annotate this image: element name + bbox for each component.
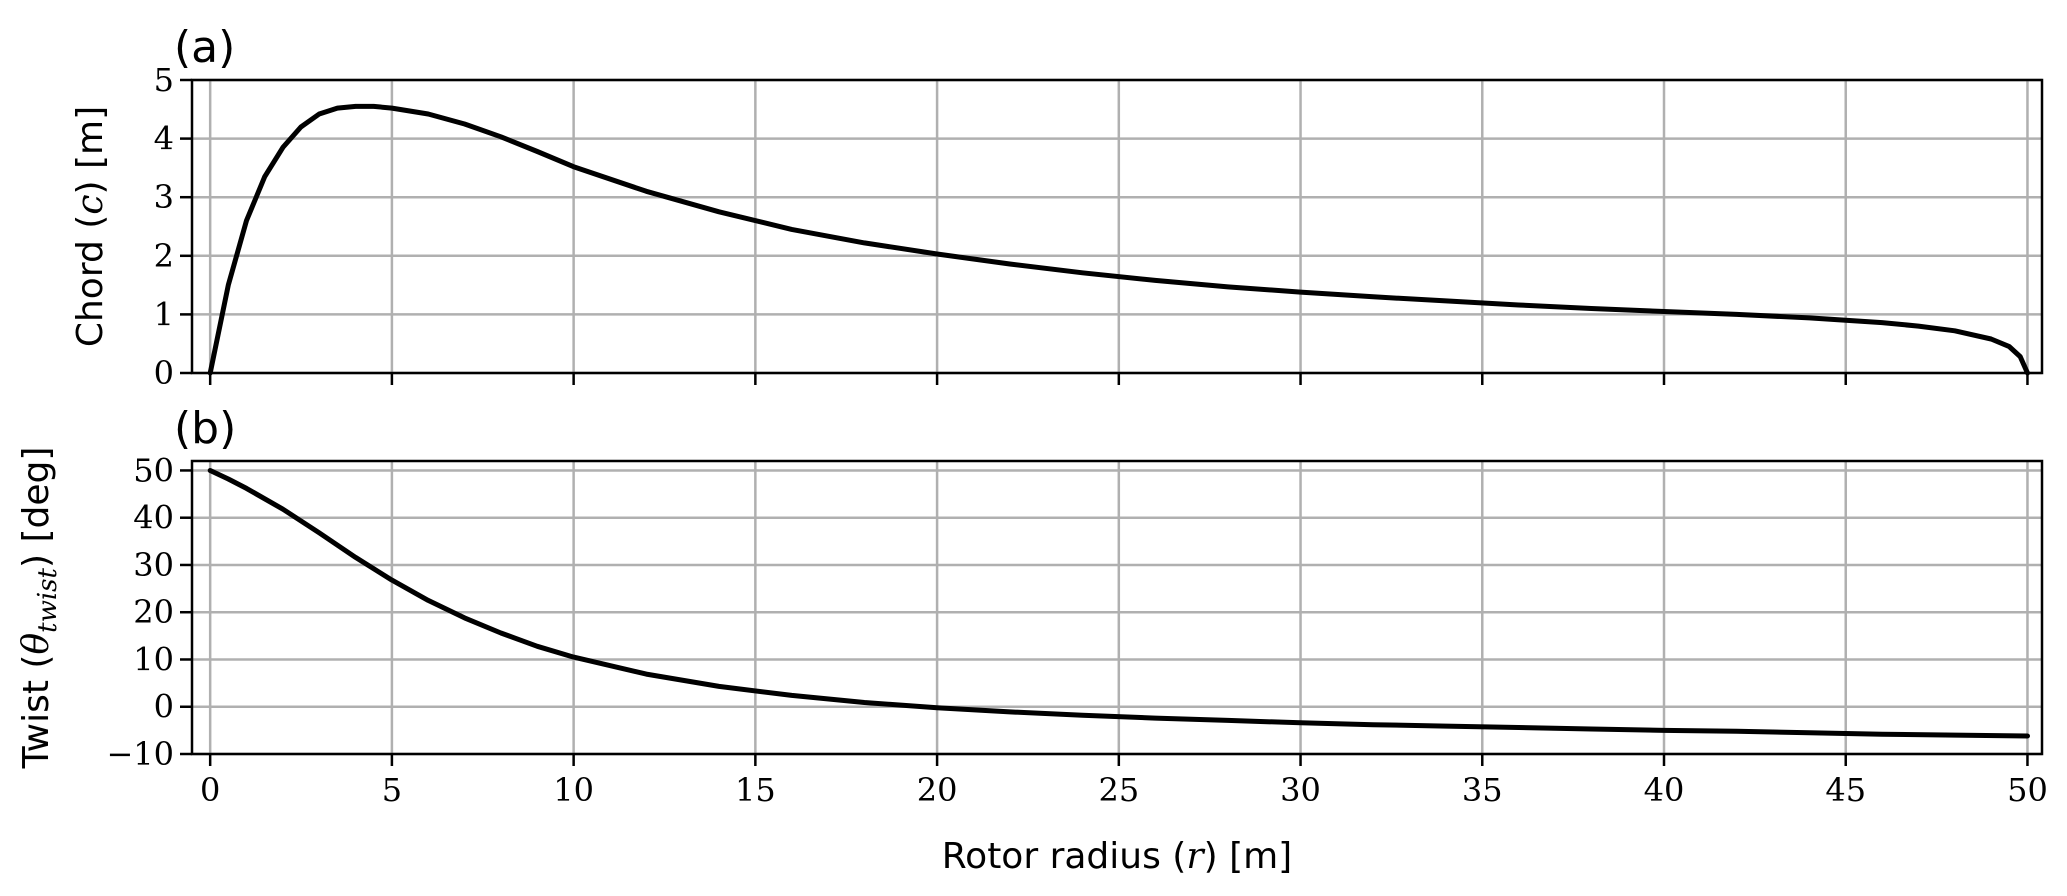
x-tick-label: 25 [1098, 771, 1139, 809]
x-tick-label: 10 [553, 771, 594, 809]
y-axis-title: Twist (θtwist) [deg] [16, 447, 63, 770]
y-tick-label: 4 [154, 120, 174, 158]
y-tick-label: 20 [133, 593, 174, 631]
x-tick-label: 20 [917, 771, 958, 809]
x-tick-label: 50 [2007, 771, 2048, 809]
x-axis-title: Rotor radius (r) [m] [942, 836, 1292, 877]
y-tick-label: 10 [133, 640, 174, 678]
panel-label: (a) [174, 22, 235, 73]
x-tick-label: 40 [1644, 771, 1685, 809]
y-tick-label: 0 [154, 688, 174, 726]
plot-frame [190, 78, 2044, 375]
x-axis-title-symbol: r [1186, 836, 1205, 877]
x-tick-label: 15 [735, 771, 776, 809]
y-tick-label: 30 [133, 546, 174, 584]
series-line [207, 468, 2030, 739]
x-tick-label: 45 [1825, 771, 1866, 809]
y-axis-title: Chord (c) [m] [70, 106, 111, 347]
y-tick-label: −10 [106, 735, 174, 773]
chord-panel: 0 1 2 3 4 5(a) Chord (c) [m] [70, 22, 2044, 392]
panel-label: (b) [174, 403, 236, 454]
series-line [207, 103, 2030, 376]
y-tick-label: 50 [133, 451, 174, 489]
x-axis-title-text: Rotor radius ( [942, 836, 1187, 877]
y-tick-label: 40 [133, 499, 174, 537]
x-tick-label: 5 [382, 771, 402, 809]
y-tick-label: 0 [154, 354, 174, 392]
x-tick-label: 35 [1462, 771, 1503, 809]
y-axis-title-unit: ) [deg] [16, 447, 57, 568]
y-tick-label: 1 [154, 295, 174, 333]
y-axis-title-symbol: c [70, 194, 111, 214]
y-axis-title-subscript: twist [33, 567, 63, 632]
x-tick-label: 30 [1280, 771, 1321, 809]
y-axis-title-text: Twist ( [16, 655, 57, 770]
y-axis-title-unit: ) [m] [70, 106, 111, 195]
y-axis-title-text: Chord ( [70, 215, 111, 348]
plot-frame [190, 459, 2044, 756]
x-tick-label: 0 [200, 771, 220, 809]
y-tick-label: 2 [154, 237, 174, 275]
y-axis-title-symbol: θ [16, 633, 57, 655]
x-axis-title-unit: ) [m] [1204, 836, 1293, 877]
y-tick-label: 3 [154, 178, 174, 216]
y-tick-label: 5 [154, 61, 174, 99]
